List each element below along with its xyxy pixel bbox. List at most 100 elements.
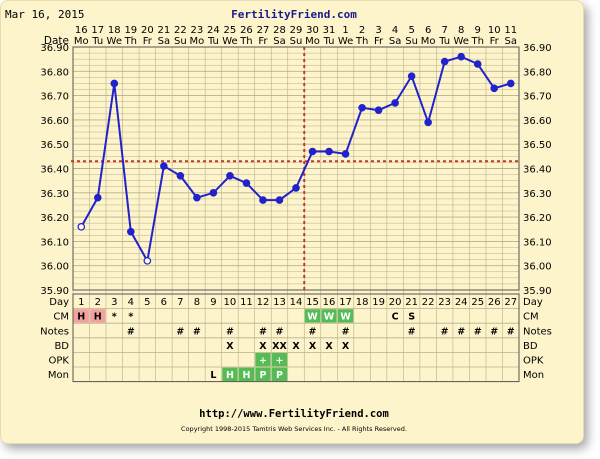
day-number: 9	[210, 297, 216, 308]
weekday-label: Tu	[323, 36, 335, 47]
y-tick-right: 36.20	[523, 213, 552, 224]
date-label: 30	[306, 25, 319, 36]
day-number: 14	[290, 297, 303, 308]
cell-value: S	[408, 312, 415, 323]
cell-value: #	[457, 326, 465, 337]
cell-value: #	[127, 326, 135, 337]
cell-value: L	[210, 370, 216, 381]
cell-value: #	[275, 326, 283, 337]
cell-value: #	[259, 326, 267, 337]
day-number: 21	[405, 297, 418, 308]
cell-value: #	[193, 326, 201, 337]
day-number: 6	[161, 297, 167, 308]
cell-value: W	[307, 312, 318, 323]
date-label: 7	[441, 25, 447, 36]
cell-value: *	[112, 312, 117, 323]
y-tick-left: 36.20	[40, 213, 69, 224]
date-label: 29	[290, 25, 303, 36]
y-tick-left: 36.70	[40, 92, 69, 103]
weekday-label: We	[338, 36, 353, 47]
date-label: 3	[375, 25, 381, 36]
day-number: 2	[95, 297, 101, 308]
day-number: 12	[257, 297, 270, 308]
temp-point	[490, 84, 499, 93]
row-label-left: OPK	[49, 356, 70, 367]
cell-highlight	[271, 353, 288, 367]
cell-value: *	[128, 312, 133, 323]
day-number: 18	[356, 297, 369, 308]
weekday-label: Mo	[421, 36, 436, 47]
y-tick-left: 35.90	[40, 286, 69, 297]
temp-point	[457, 52, 465, 61]
day-number: 3	[111, 297, 117, 308]
day-number: 23	[438, 297, 451, 308]
cell-value: #	[176, 326, 184, 337]
row-label-right: Mon	[523, 370, 544, 381]
weekday-label: Mo	[190, 36, 205, 47]
cell-value: #	[226, 326, 234, 337]
date-label: 21	[157, 25, 170, 36]
row-label-right: BD	[523, 341, 538, 352]
day-number: 13	[273, 297, 286, 308]
cell-value: #	[507, 326, 515, 337]
date-label: 26	[240, 25, 253, 36]
day-number: 8	[194, 297, 200, 308]
chart-date: Mar 16, 2015	[5, 8, 84, 21]
temp-point	[424, 118, 432, 127]
date-label: 25	[224, 25, 237, 36]
weekday-label: Th	[355, 36, 368, 47]
cell-highlight	[304, 309, 321, 323]
date-label: 11	[504, 25, 517, 36]
row-label-left: Notes	[40, 326, 69, 337]
day-number: 10	[224, 297, 237, 308]
cell-highlight	[73, 309, 89, 323]
day-number: 7	[177, 297, 183, 308]
temp-point	[209, 189, 218, 197]
row-label-left: Day	[49, 297, 69, 308]
cell-value: #	[441, 326, 449, 337]
footer-copyright: Copyright 1998-2015 Tamtris Web Services…	[181, 425, 407, 433]
day-number: 19	[372, 297, 385, 308]
day-number: 4	[128, 297, 134, 308]
y-tick-right: 36.30	[523, 189, 552, 200]
date-label: 28	[273, 25, 286, 36]
temp-point	[176, 171, 185, 180]
row-label-right: Day	[523, 297, 543, 308]
cell-value: X	[259, 341, 267, 352]
temp-point	[374, 106, 383, 114]
temp-point	[93, 193, 102, 202]
cell-value: C	[392, 312, 399, 323]
y-tick-right: 36.80	[523, 67, 552, 78]
weekday-label: Tu	[207, 36, 219, 47]
date-label: 18	[108, 25, 121, 36]
temp-point	[259, 196, 267, 204]
y-tick-right: 36.70	[523, 92, 552, 103]
day-number: 20	[389, 297, 402, 308]
y-tick-left: 36.00	[40, 262, 69, 273]
y-tick-right: 36.40	[523, 165, 552, 176]
temp-point	[242, 179, 251, 187]
temp-point	[325, 147, 333, 156]
weekday-label: We	[107, 36, 122, 47]
day-number: 17	[339, 297, 352, 308]
date-label: 24	[207, 25, 220, 36]
plot-border	[72, 46, 520, 291]
date-label: 31	[323, 25, 336, 36]
weekday-label: Su	[174, 36, 187, 47]
site-name: FertilityFriend.com	[231, 8, 357, 21]
cell-value: X	[325, 341, 333, 352]
date-label: 8	[458, 25, 464, 36]
y-tick-right: 36.90	[523, 43, 552, 54]
date-label: 27	[257, 25, 270, 36]
temp-point	[440, 57, 449, 66]
weekday-label: Th	[124, 36, 137, 47]
row-label-left: BD	[54, 341, 69, 352]
weekday-label: Tu	[91, 36, 103, 47]
footer-url[interactable]: http://www.FertilityFriend.com	[199, 408, 389, 420]
weekday-label: We	[453, 36, 468, 47]
date-label: 5	[408, 25, 414, 36]
cell-highlight	[255, 367, 271, 381]
day-number: 24	[455, 297, 468, 308]
y-tick-left: 36.90	[40, 43, 69, 54]
